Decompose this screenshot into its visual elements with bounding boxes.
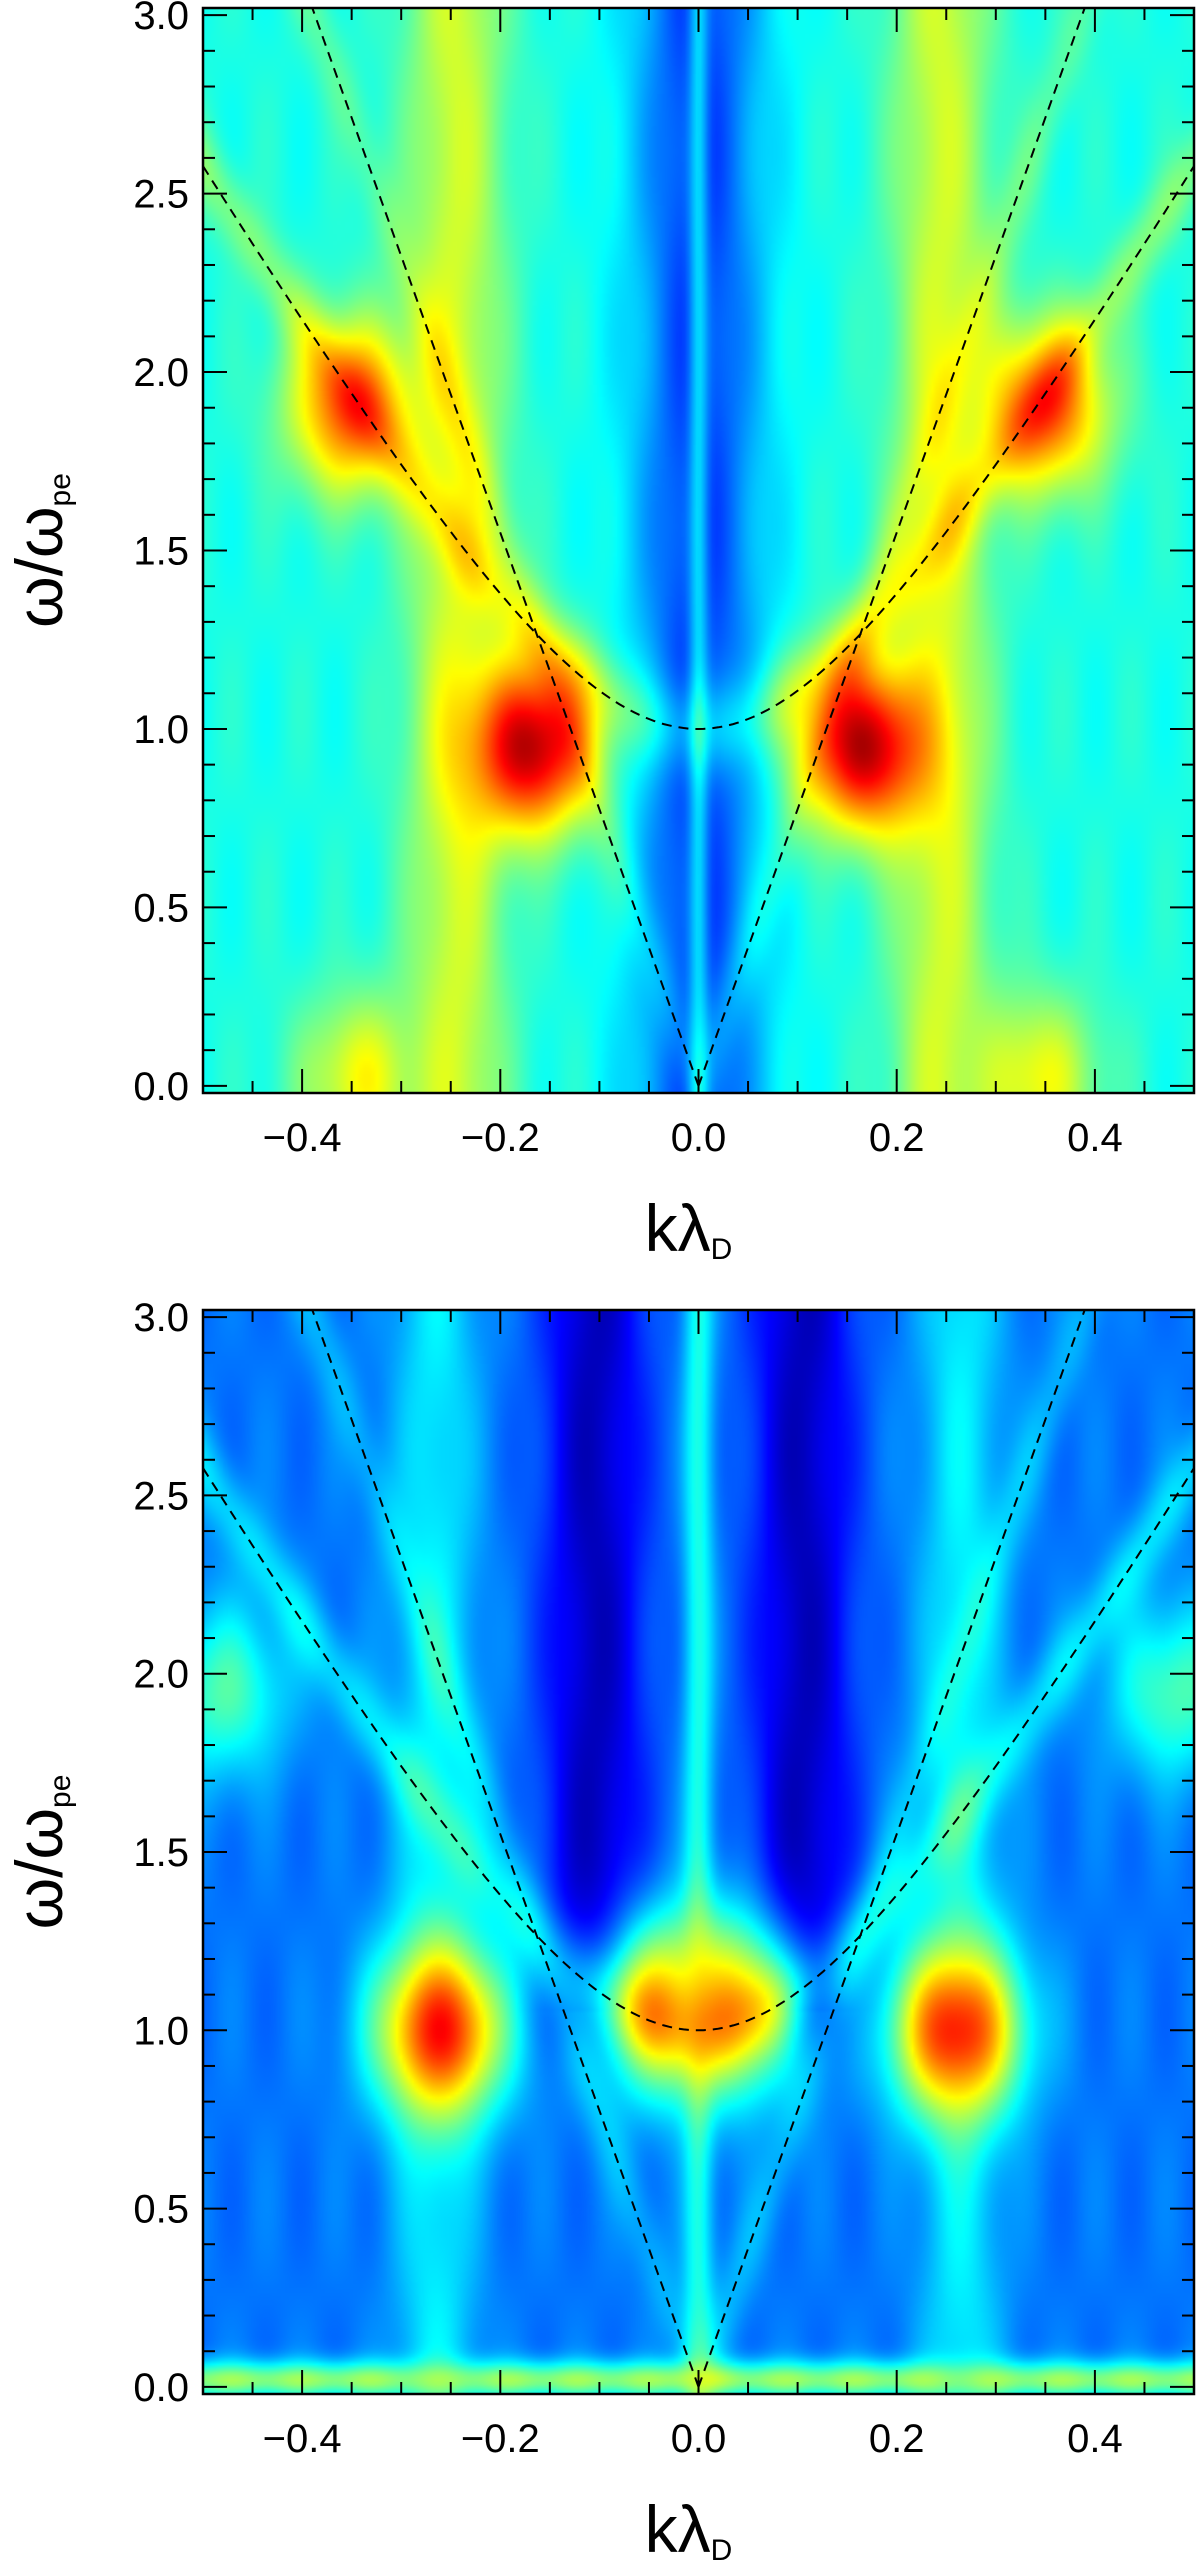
heatmap-image: [203, 1310, 1194, 2394]
light-line-right: [697, 1310, 1086, 2388]
x-tick-label: −0.2: [461, 1116, 540, 1160]
x-axis-label: kλD: [645, 2492, 733, 2563]
top-heatmap-panel: −0.4 −0.2 0.0 0.2 0.4 0.0 0.5 1.0 1.5 2.0 2.5 3.0 kλ…: [2, 0, 1196, 1266]
light-line-left: [311, 1310, 700, 2388]
y-tick-label: 0.5: [133, 2188, 189, 2232]
heatmap-image: [203, 8, 1194, 1093]
y-tick-label: 2.0: [133, 1653, 189, 1697]
x-tick-label: −0.4: [263, 1116, 342, 1160]
x-tick-label: −0.4: [263, 2417, 342, 2461]
y-tick-label: 1.5: [133, 1831, 189, 1875]
y-tick-label: 2.5: [133, 1474, 189, 1518]
x-tick-label: 0.2: [869, 2417, 925, 2461]
y-tick-label: 0.0: [133, 1065, 189, 1109]
x-tick-label: 0.0: [671, 2417, 727, 2461]
x-tick-label: −0.2: [461, 2417, 540, 2461]
x-axis-label: kλD: [645, 1191, 733, 1266]
y-tick-label: 1.5: [133, 530, 189, 574]
x-tick-label: 0.2: [869, 1116, 925, 1160]
y-tick-label: 0.0: [133, 2366, 189, 2410]
y-tick-label: 0.5: [133, 886, 189, 930]
y-axis-label: ω/ωpe: [2, 1775, 77, 1930]
bottom-heatmap-panel: −0.4 −0.2 0.0 0.2 0.4 0.0 0.5 1.0 1.5 2.0 2.5 3.0 kλ…: [2, 1296, 1196, 2563]
y-axis-label: ω/ωpe: [2, 473, 77, 628]
y-tick-label: 1.0: [133, 2009, 189, 2053]
x-tick-label: 0.4: [1067, 1116, 1123, 1160]
plasma-dispersion-curve: [203, 1467, 1194, 2032]
x-tick-label: 0.0: [671, 1116, 727, 1160]
light-line-right: [697, 8, 1086, 1087]
y-tick-label: 1.0: [133, 708, 189, 752]
y-tick-label: 2.0: [133, 351, 189, 395]
plasma-dispersion-curve: [203, 165, 1194, 731]
y-tick-label: 2.5: [133, 173, 189, 217]
y-tick-label: 3.0: [133, 1296, 189, 1340]
y-tick-label: 3.0: [133, 0, 189, 38]
light-line-left: [311, 8, 700, 1087]
x-tick-label: 0.4: [1067, 2417, 1123, 2461]
